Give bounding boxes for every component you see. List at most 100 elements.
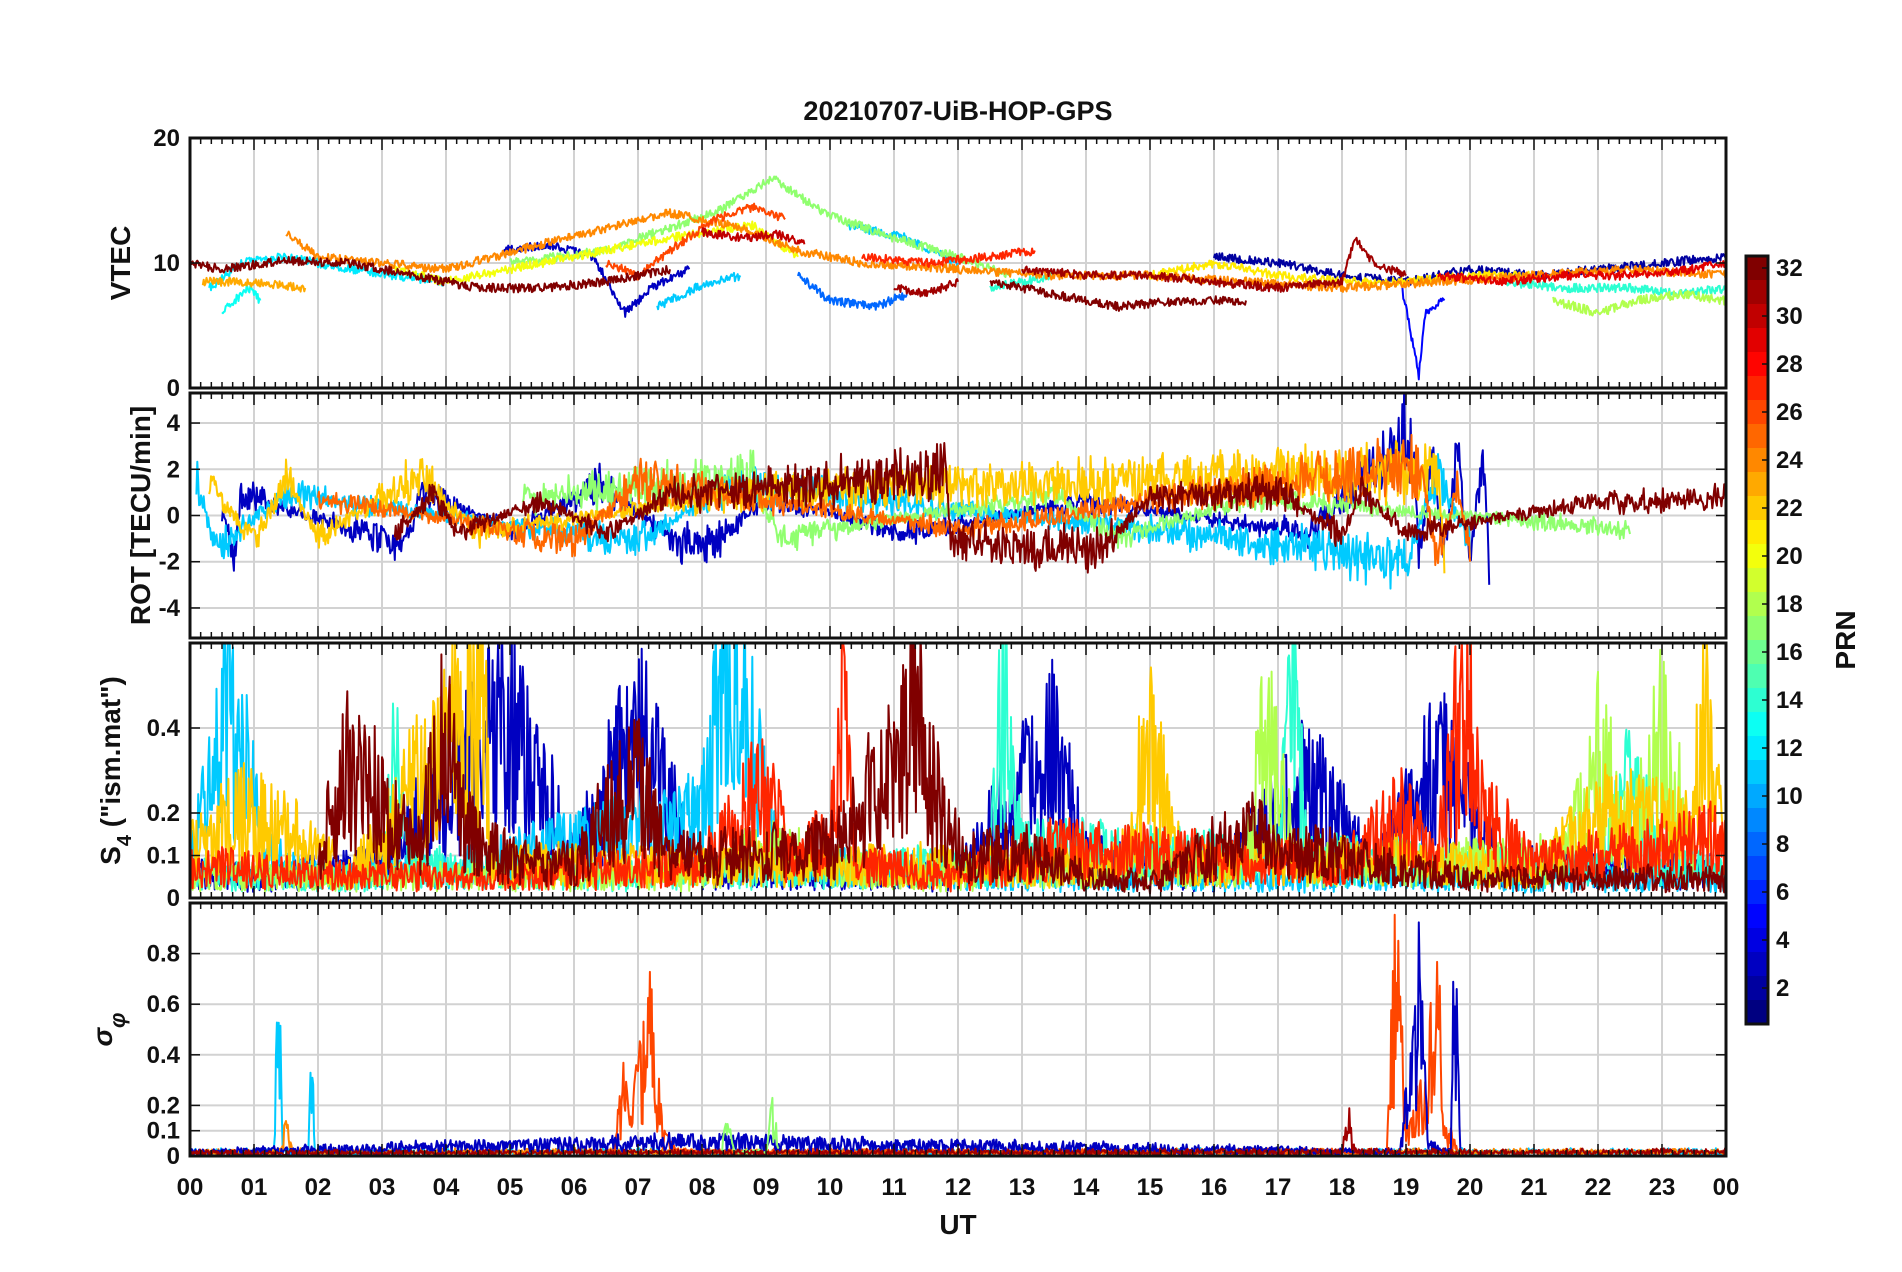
colorbar-tick-label: 20 [1776, 543, 1803, 570]
x-tick-label: 08 [689, 1174, 716, 1201]
colorbar-segment [1746, 592, 1768, 617]
series-line-prn-20 [393, 220, 799, 286]
series-line-prn-8 [797, 271, 908, 311]
x-tick-label: 04 [433, 1174, 460, 1201]
panel-1: 0 10 20 VTEC [105, 125, 1728, 402]
colorbar-segment [1746, 856, 1768, 881]
colorbar-segment [1746, 688, 1768, 713]
y-tick-label: 0.1 [147, 843, 180, 870]
series-line-prn-2 [1213, 252, 1726, 286]
y-tick-label: 0.2 [147, 800, 180, 827]
colorbar-tick-label: 2 [1776, 975, 1789, 1002]
colorbar-label: PRN [1830, 610, 1861, 669]
colorbar-segment [1746, 304, 1768, 329]
y-tick-label: 4 [167, 410, 181, 437]
colorbar-segment [1746, 712, 1768, 737]
y-tick-label: 0.8 [147, 941, 180, 968]
colorbar-segment [1746, 376, 1768, 401]
colorbar-tick-label: 8 [1776, 831, 1789, 858]
colorbar-segment [1746, 352, 1768, 377]
series-line-prn-25 [317, 433, 1471, 567]
series-line-prn-31 [1021, 236, 1407, 293]
x-tick-label: 17 [1265, 1174, 1292, 1201]
y-tick-label: 0 [167, 1143, 180, 1170]
series-line-prn-18 [1552, 289, 1726, 317]
panel-2: -4 -2 0 2 4 ROT [TECU/min] [125, 391, 1728, 640]
series-line-prn-32 [393, 442, 1726, 574]
colorbar-segment [1746, 400, 1768, 425]
series-line-prn-32 [190, 255, 671, 294]
chart-title: 20210707-UiB-HOP-GPS [803, 96, 1112, 126]
x-tick-label: 12 [945, 1174, 972, 1201]
x-tick-label: 11 [881, 1174, 906, 1201]
series-line-prn-14 [1501, 277, 1726, 298]
colorbar-tick-label: 26 [1776, 399, 1803, 426]
y-tick-label: 0.6 [147, 991, 180, 1018]
colorbar-segment [1746, 256, 1768, 281]
colorbar-segment [1746, 496, 1768, 521]
colorbar-segment [1746, 520, 1768, 545]
x-tick-label: 10 [817, 1174, 844, 1201]
x-tick-label: 01 [241, 1174, 268, 1201]
y-tick-label: -2 [159, 549, 180, 576]
y-tick-label: 2 [167, 456, 180, 483]
colorbar-segment [1746, 784, 1768, 809]
colorbar-tick-label: 6 [1776, 879, 1789, 906]
x-tick-label: 21 [1521, 1174, 1548, 1201]
series-line-prn-22 [208, 440, 1446, 574]
colorbar-segment [1746, 640, 1768, 665]
colorbar-segment [1746, 760, 1768, 785]
colorbar-segment [1746, 424, 1768, 449]
y-tick-label: 0.1 [147, 1118, 180, 1145]
x-tick-label: 13 [1009, 1174, 1036, 1201]
series-line-prn-3 [502, 241, 691, 318]
colorbar-segment [1746, 544, 1768, 569]
colorbar-segment [1746, 328, 1768, 353]
series-line-prn-11 [656, 271, 742, 311]
colorbar-segment [1746, 976, 1768, 1001]
series-line-prn-32 [317, 643, 1726, 895]
y-tick-label: -4 [159, 595, 181, 622]
y-tick-label: 20 [153, 125, 180, 152]
colorbar-tick-label: 14 [1776, 687, 1803, 714]
colorbar-tick-label: 4 [1776, 927, 1790, 954]
panel-4: 00.10.2 0.4 0.6 0.8 σφ [87, 901, 1728, 1170]
x-tick-label: 03 [369, 1174, 396, 1201]
y-axis-label: ROT [TECU/min] [125, 406, 156, 625]
series-line-prn-26 [611, 913, 1459, 1156]
colorbar-segment [1746, 664, 1768, 689]
y-tick-label: 0 [167, 503, 180, 530]
colorbar-tick-label: 28 [1776, 351, 1803, 378]
series-line-prn-23 [201, 276, 307, 293]
x-tick-label: 23 [1649, 1174, 1676, 1201]
colorbar-tick-label: 18 [1776, 591, 1803, 618]
x-tick-label: 15 [1137, 1174, 1164, 1201]
colorbar-segment [1746, 832, 1768, 857]
colorbar-tick-label: 10 [1776, 783, 1803, 810]
panel-3: 0 0.1 0.2 0.4 S4 ("ism.mat") [95, 641, 1728, 912]
series-line-prn-24 [285, 208, 1726, 293]
series-line-prn-13 [221, 284, 262, 315]
series-line-prn-31 [893, 278, 959, 298]
x-tick-label: 22 [1585, 1174, 1612, 1201]
colorbar-tick-label: 12 [1776, 735, 1803, 762]
x-tick-label: 14 [1073, 1174, 1100, 1201]
colorbar-tick-label: 16 [1776, 639, 1803, 666]
series-line-prn-3 [190, 921, 1462, 1156]
x-tick-label: 09 [753, 1174, 780, 1201]
series-line-prn-27 [190, 643, 1726, 893]
colorbar-tick-label: 32 [1776, 255, 1803, 282]
x-tick-label: 02 [305, 1174, 332, 1201]
series-line-prn-17 [521, 449, 1631, 552]
y-tick-label: 0 [167, 375, 180, 402]
y-tick-label: 0 [167, 885, 180, 912]
y-axis-label: VTEC [105, 226, 136, 301]
y-tick-label: 0.4 [147, 1042, 181, 1069]
x-tick-label: 05 [497, 1174, 524, 1201]
colorbar-segment [1746, 904, 1768, 929]
y-axis-label: σφ [87, 1012, 130, 1046]
colorbar-segment [1746, 952, 1768, 977]
colorbar-segment [1746, 1000, 1768, 1025]
series-line-prn-5 [1398, 276, 1446, 381]
